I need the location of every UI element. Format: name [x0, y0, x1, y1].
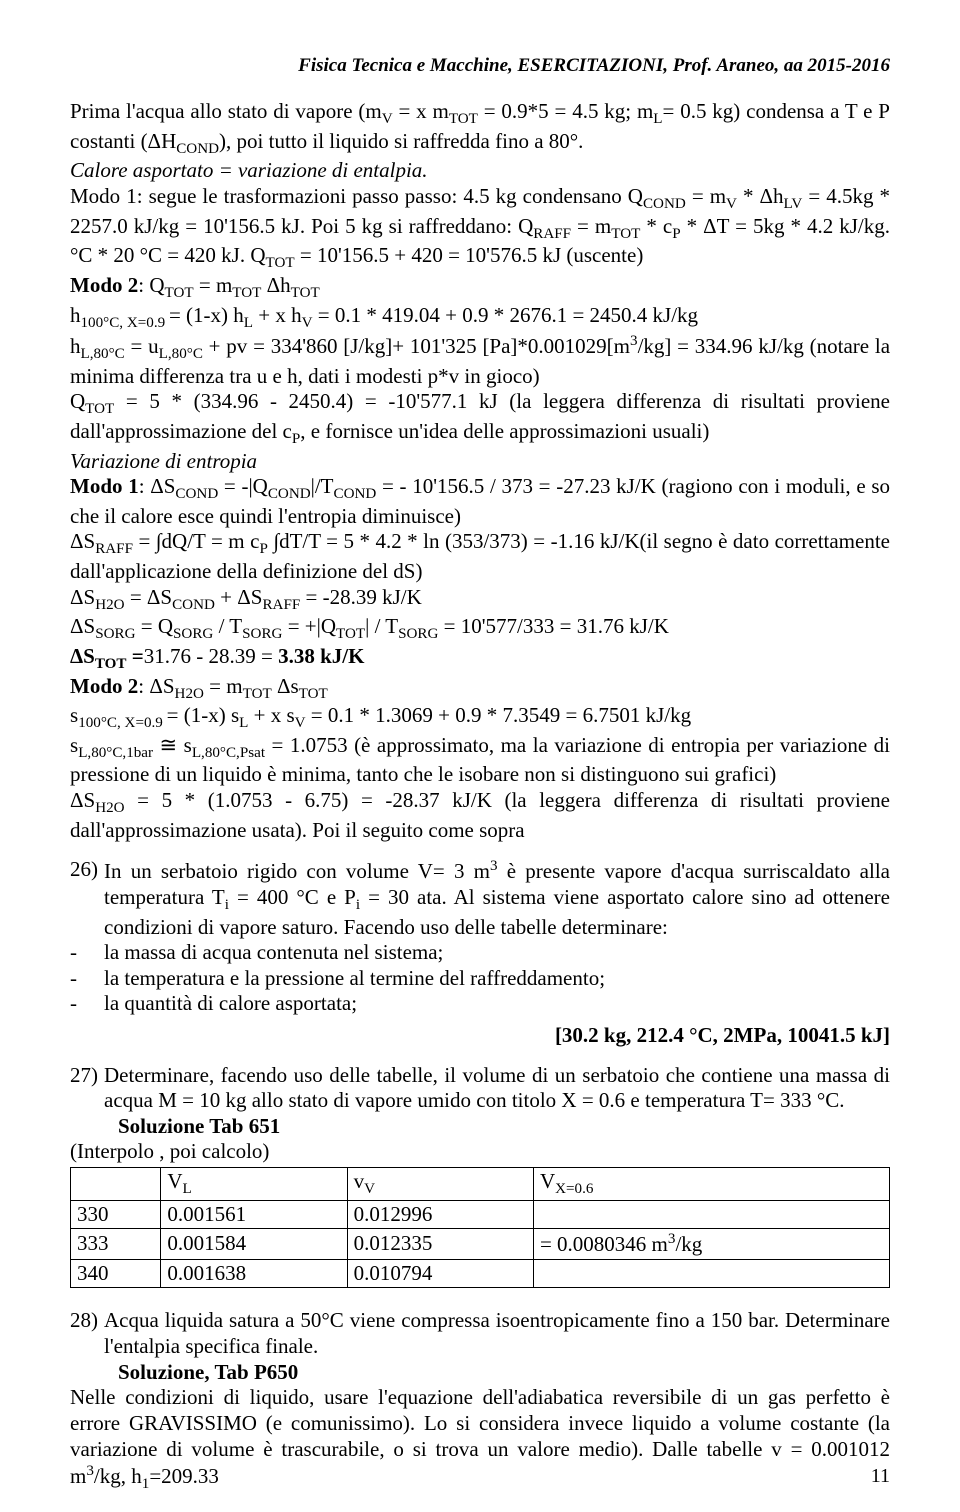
solution-title: Soluzione Tab 651	[70, 1114, 890, 1140]
paragraph: Modo 2: ΔSH2O = mTOT ΔsTOT	[70, 674, 890, 704]
paragraph: Modo 2: QTOT = mTOT ΔhTOT	[70, 273, 890, 303]
subtitle: Variazione di entropia	[70, 449, 890, 475]
paragraph: ΔSTOT =31.76 - 28.39 = 3.38 kJ/K	[70, 644, 890, 674]
list-item: -la temperatura e la pressione al termin…	[70, 966, 890, 992]
paragraph: sL,80°C,1bar ≅ sL,80°C,Psat = 1.0753 (è …	[70, 733, 890, 788]
table-row: 3400.0016380.010794	[71, 1259, 890, 1288]
exercise-27: 27) Determinare, facendo uso delle tabel…	[70, 1063, 890, 1114]
page-number: 11	[871, 1464, 890, 1488]
paragraph: s100°C, X=0.9 = (1-x) sL + x sV = 0.1 * …	[70, 703, 890, 733]
result: [30.2 kg, 212.4 °C, 2MPa, 10041.5 kJ]	[70, 1023, 890, 1049]
paragraph: QTOT = 5 * (334.96 - 2450.4) = -10'577.1…	[70, 389, 890, 448]
exercise-26: 26) In un serbatoio rigido con volume V=…	[70, 857, 890, 940]
exercise-28: 28) Acqua liquida satura a 50°C viene co…	[70, 1308, 890, 1359]
paragraph: ΔSH2O = 5 * (1.0753 - 6.75) = -28.37 kJ/…	[70, 788, 890, 843]
table-row: 3330.0015840.012335 = 0.0080346 m3/kg	[71, 1229, 890, 1260]
paragraph: ΔSRAFF = ∫dQ/T = m cP ∫dT/T = 5 * 4.2 * …	[70, 529, 890, 584]
paragraph: ΔSH2O = ΔSCOND + ΔSRAFF = -28.39 kJ/K	[70, 585, 890, 615]
paragraph: (Interpolo , poi calcolo)	[70, 1139, 890, 1165]
list-item: -la massa di acqua contenuta nel sistema…	[70, 940, 890, 966]
paragraph: Prima l'acqua allo stato di vapore (mV =…	[70, 99, 890, 158]
paragraph: h100°C, X=0.9 = (1-x) hL + x hV = 0.1 * …	[70, 303, 890, 333]
page-header: Fisica Tecnica e Macchine, ESERCITAZIONI…	[70, 54, 890, 77]
paragraph: ΔSSORG = QSORG / TSORG = +|QTOT| / TSORG…	[70, 614, 890, 644]
interpolation-table: VL vV VX=0.6 3300.0015610.012996 3330.00…	[70, 1167, 890, 1288]
solution-title: Soluzione, Tab P650	[70, 1360, 890, 1386]
table-row: 3300.0015610.012996	[71, 1200, 890, 1229]
paragraph: hL,80°C = uL,80°C + pv = 334'860 [J/kg]+…	[70, 332, 890, 389]
subtitle: Calore asportato = variazione di entalpi…	[70, 158, 890, 184]
paragraph: Nelle condizioni di liquido, usare l'equ…	[70, 1385, 890, 1493]
paragraph: Modo 1: ΔSCOND = -|QCOND|/TCOND = - 10'1…	[70, 474, 890, 529]
paragraph: Modo 1: segue le trasformazioni passo pa…	[70, 184, 890, 273]
list-item: -la quantità di calore asportata;	[70, 991, 890, 1017]
